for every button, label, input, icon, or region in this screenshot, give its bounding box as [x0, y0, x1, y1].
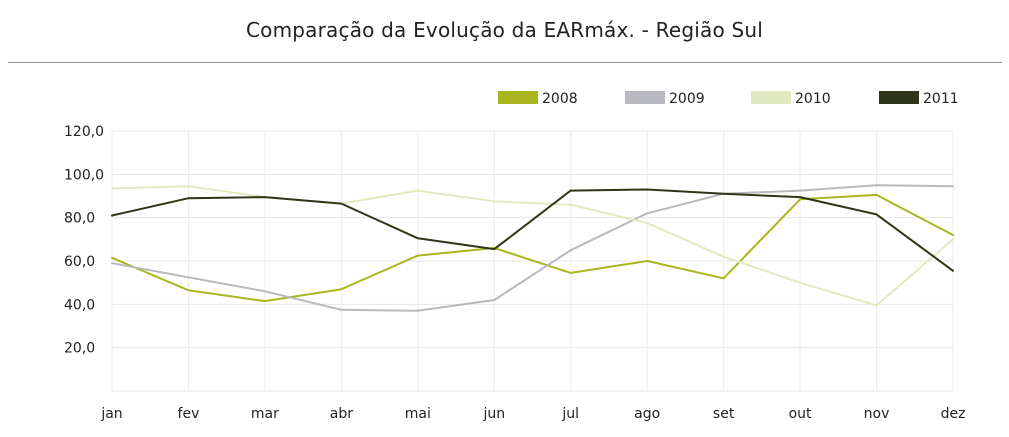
- x-tick-label: dez: [941, 406, 966, 422]
- x-tick-label: jan: [100, 406, 122, 422]
- legend-swatch-2011: [879, 91, 919, 104]
- x-tick-label: abr: [330, 406, 353, 422]
- grid: [111, 130, 954, 392]
- chart-title: Comparação da Evolução da EARmáx. - Regi…: [246, 18, 763, 42]
- x-tick-label: jun: [482, 406, 505, 422]
- legend-swatch-2009: [625, 91, 665, 104]
- legend-swatch-2010: [751, 91, 791, 104]
- title-divider: [8, 62, 1002, 63]
- series-line-2011: [111, 188, 954, 272]
- y-tick-label: 80,0: [64, 211, 95, 227]
- series-line-2009: [111, 184, 954, 312]
- x-axis: jan fev mar abr mai jun jul ago set out nov dez: [100, 406, 965, 422]
- x-tick-label: mar: [251, 406, 279, 422]
- x-tick-label: jul: [561, 406, 579, 422]
- series-lines: [111, 184, 954, 312]
- x-tick-label: fev: [178, 406, 200, 422]
- legend-label-2011: 2011: [923, 91, 959, 107]
- x-tick-label: out: [789, 406, 812, 422]
- legend-swatch-2008: [498, 91, 538, 104]
- x-tick-label: ago: [634, 406, 660, 422]
- x-tick-label: nov: [864, 406, 890, 422]
- y-axis: 20,0 40,0 60,0 80,0 100,0 120,0: [64, 124, 104, 357]
- legend-label-2010: 2010: [795, 91, 831, 107]
- y-tick-label: 40,0: [64, 297, 95, 313]
- y-tick-label: 100,0: [64, 167, 104, 183]
- y-tick-label: 60,0: [64, 254, 95, 270]
- legend: 2008 2009 2010 2011: [498, 91, 959, 107]
- series-line-2010: [111, 185, 954, 307]
- x-tick-label: set: [713, 406, 735, 422]
- series-line-2008: [111, 193, 954, 303]
- y-tick-label: 20,0: [64, 341, 95, 357]
- x-tick-label: mai: [405, 406, 431, 422]
- legend-label-2009: 2009: [669, 91, 705, 107]
- legend-label-2008: 2008: [542, 91, 578, 107]
- y-tick-label: 120,0: [64, 124, 104, 140]
